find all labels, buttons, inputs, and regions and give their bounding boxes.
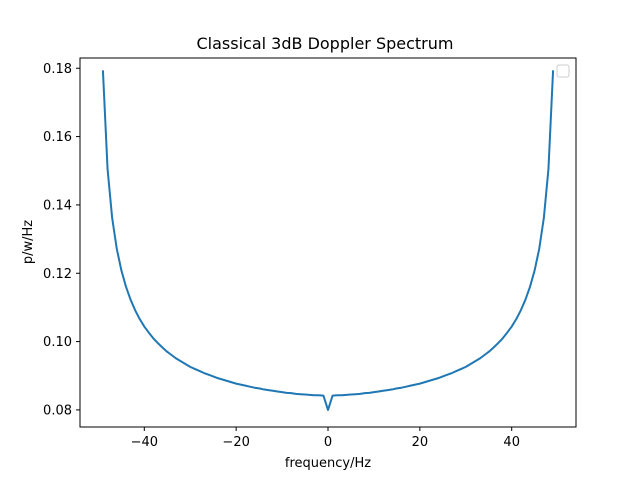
plot-area	[79, 57, 577, 428]
y-tick-label: 0.10	[43, 335, 72, 350]
legend-box	[556, 64, 570, 78]
x-tick-label: −40	[131, 435, 158, 450]
x-tick-label: 40	[503, 435, 520, 450]
x-tick-label: −20	[222, 435, 249, 450]
x-tick-label: 20	[412, 435, 429, 450]
axes-frame	[79, 57, 577, 428]
y-tick-label: 0.18	[43, 62, 72, 77]
y-axis-title: p/w/Hz	[21, 220, 36, 264]
y-tick-label: 0.14	[43, 198, 72, 213]
y-axis: 0.08 0.10 0.12 0.14 0.16 0.18	[43, 62, 80, 418]
series-line	[101, 70, 555, 411]
x-axis: −40 −20 0 20 40	[131, 427, 520, 450]
y-tick-label: 0.12	[43, 267, 72, 282]
x-tick-label: 0	[324, 435, 332, 450]
y-tick-label: 0.08	[43, 403, 72, 418]
y-tick-label: 0.16	[43, 130, 72, 145]
x-axis-title: frequency/Hz	[285, 456, 371, 471]
chart-title: Classical 3dB Doppler Spectrum	[197, 34, 454, 53]
